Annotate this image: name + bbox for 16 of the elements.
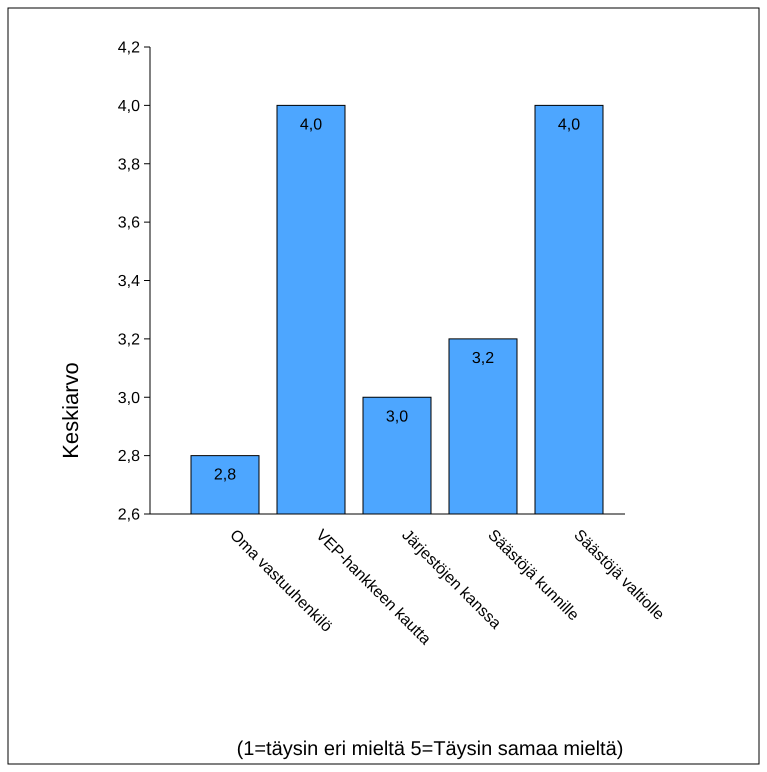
y-axis-title: Keskiarvo [58, 362, 83, 459]
data-label: 3,2 [472, 350, 494, 367]
data-label: 4,0 [558, 116, 580, 134]
y-tick-label: 3,0 [118, 390, 140, 407]
y-tick-label: 3,8 [118, 156, 140, 174]
y-tick-label: 2,6 [118, 506, 140, 524]
y-tick-label: 3,2 [118, 331, 140, 348]
data-label: 3,0 [386, 408, 408, 426]
data-label: 2,8 [214, 466, 236, 484]
data-label: 4,0 [300, 116, 322, 134]
y-tick-label: 2,8 [118, 448, 140, 466]
text: (1=täysin eri mieltä 5=Täysin samaa mieltä) [236, 738, 624, 760]
y-tick-label: 3,4 [118, 273, 140, 290]
y-tick-label: 4,2 [118, 40, 140, 57]
y-tick-label: 3,6 [118, 214, 140, 232]
y-tick-label: 4,0 [118, 98, 140, 115]
